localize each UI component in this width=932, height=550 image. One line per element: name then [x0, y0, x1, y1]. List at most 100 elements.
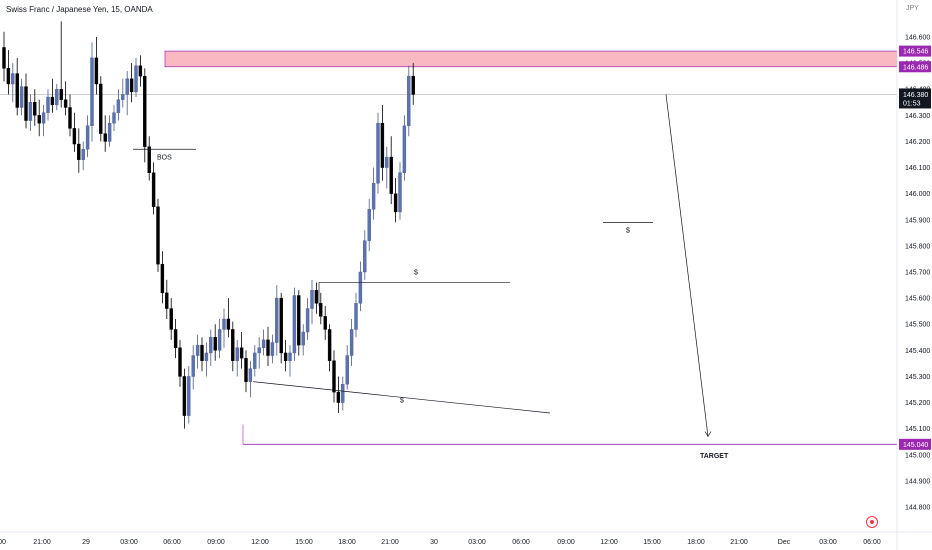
candle-body: [354, 303, 358, 330]
candle-body: [90, 57, 94, 126]
candle-body: [288, 352, 292, 361]
price-tick-label: 146.600: [905, 35, 930, 42]
candle-body: [376, 122, 380, 184]
projection-arrowhead: [704, 431, 712, 438]
price-tick-label: 144.800: [905, 505, 930, 512]
time-tick-label: 03:00: [819, 539, 837, 546]
candle-body: [195, 344, 200, 356]
candle-body: [301, 331, 305, 346]
candle-body: [204, 352, 209, 361]
candle-body: [367, 209, 371, 241]
candle-body: [46, 96, 50, 113]
liquidity-top-label: $: [414, 269, 418, 276]
time-tick-label: 00: [0, 539, 6, 546]
candle-body: [99, 83, 103, 134]
candle-body: [297, 295, 301, 346]
candle-body: [50, 96, 55, 106]
candle-body: [37, 115, 41, 124]
price-tick-label: 145.400: [905, 348, 930, 355]
candle-body: [129, 78, 134, 93]
candle-body: [81, 149, 85, 160]
price-tick-label: 146.100: [905, 165, 930, 172]
bos-label: BOS: [157, 154, 172, 161]
price-tick-label: 145.000: [905, 452, 930, 459]
price-tick-label: 146.200: [905, 139, 930, 146]
candle-body: [275, 297, 279, 343]
candle-body: [165, 292, 169, 309]
time-tick-label: 06:00: [163, 539, 181, 546]
candle-body: [85, 125, 90, 150]
time-tick-label: 18:00: [687, 539, 705, 546]
candle-body: [200, 344, 204, 361]
candle-body: [143, 75, 147, 147]
time-tick-label: 21:00: [730, 539, 748, 546]
candle-body: [6, 68, 11, 85]
projection-arrow: [665, 94, 709, 437]
zone-bottom-price-label-bg: [899, 61, 931, 73]
candle-body: [398, 172, 402, 213]
candle-body: [314, 290, 319, 304]
candle-body: [385, 156, 389, 168]
candle-body: [182, 376, 187, 416]
candle-body: [279, 297, 283, 354]
candle-body: [19, 86, 24, 108]
candle-body: [2, 47, 6, 69]
candle-body: [349, 329, 354, 356]
candle-body: [319, 303, 323, 317]
candle-body: [28, 102, 33, 121]
candle-body: [323, 316, 327, 330]
candle-body: [112, 112, 116, 124]
time-tick-label: 15:00: [643, 539, 661, 546]
candle-body: [24, 86, 28, 121]
price-tick-label: 145.800: [905, 243, 930, 250]
candle-body: [336, 391, 341, 403]
time-tick-label: 03:00: [468, 539, 486, 546]
candle-body: [187, 376, 191, 416]
candle-body: [380, 122, 385, 168]
candle-body: [248, 368, 253, 382]
time-tick-label: 21:00: [381, 539, 399, 546]
time-tick-label: 12:00: [251, 539, 269, 546]
candle-body: [209, 337, 213, 354]
candle-body: [173, 329, 178, 348]
time-tick-label: 03:00: [120, 539, 138, 546]
price-tick-label: 146.000: [905, 191, 930, 198]
settings-icon[interactable]: [866, 516, 878, 528]
candle-body: [11, 73, 15, 85]
candle-body: [253, 352, 257, 369]
price-tick-label: 145.600: [905, 296, 930, 303]
candle-body: [178, 347, 182, 377]
current-price-bg: [899, 88, 931, 109]
candle-body: [358, 271, 363, 304]
candle-body: [261, 339, 266, 348]
chart-title: Swiss Franc / Japanese Yen, 15, OANDA: [6, 5, 153, 14]
price-tick-label: 144.900: [905, 478, 930, 485]
candle-body: [327, 329, 332, 361]
candle-body: [116, 99, 121, 113]
candle-body: [134, 65, 138, 93]
candle-body: [341, 384, 345, 403]
candle-body: [332, 360, 336, 393]
time-tick-label: 29: [82, 539, 90, 546]
candle-body: [305, 308, 310, 333]
countdown-label: 01:53: [903, 100, 921, 107]
time-tick-label: 21:00: [33, 539, 51, 546]
candle-body: [266, 339, 270, 356]
zone-bottom-price-label: 146.486: [903, 64, 928, 71]
candle-body: [402, 125, 407, 173]
price-tick-label: 146.300: [905, 113, 930, 120]
candle-body: [217, 329, 222, 351]
candle-body: [222, 318, 226, 330]
candle-body: [147, 146, 151, 173]
price-tick-label: 145.300: [905, 374, 930, 381]
time-tick-label: 09:00: [557, 539, 575, 546]
time-tick-label: 18:00: [338, 539, 356, 546]
candle-body: [107, 122, 112, 142]
target-price-label-bg: [899, 438, 931, 450]
candle-body: [244, 357, 248, 382]
zone-top-price-label-bg: [899, 45, 931, 57]
candle-body: [151, 172, 156, 207]
currency-label: JPY: [906, 5, 919, 12]
time-tick-label: 15:00: [295, 539, 313, 546]
